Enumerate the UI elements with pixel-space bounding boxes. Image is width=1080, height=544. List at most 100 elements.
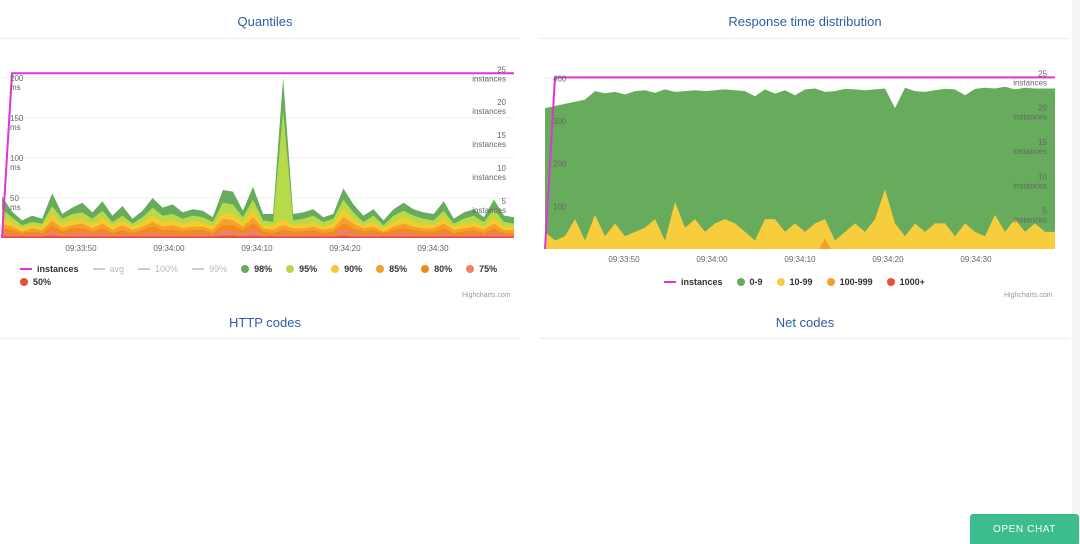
legend-dot-symbol: [736, 278, 745, 286]
legend-dot-symbol: [286, 265, 295, 273]
title-divider: [540, 338, 1070, 339]
legend-label: instances: [681, 277, 723, 287]
x-tick-label: 09:34:00: [153, 244, 185, 253]
legend-label: 100%: [155, 264, 179, 274]
legend-dot-symbol: [776, 278, 785, 286]
legend-item[interactable]: 100%: [138, 264, 178, 274]
panel-title: HTTP codes: [228, 315, 301, 330]
y-tick-label: 200 ms: [10, 74, 24, 92]
y2-tick-label: 10 instances: [472, 164, 506, 182]
instances-line: [544, 76, 1055, 250]
series-area-1099: [545, 189, 1055, 249]
page-scrollbar[interactable]: [1072, 0, 1080, 541]
title-divider: [540, 38, 1070, 39]
legend-label: 99%: [209, 264, 228, 274]
legend-dot-symbol: [20, 278, 28, 286]
legend-line-symbol: [20, 268, 32, 270]
panel-title: Quantiles: [237, 14, 293, 29]
series-area-09: [545, 86, 1055, 249]
legend-label: 80%: [434, 264, 453, 274]
panel-title: Net codes: [775, 315, 835, 330]
open-chat-button[interactable]: OPEN CHAT: [970, 514, 1079, 544]
legend-line-symbol: [192, 268, 205, 270]
legend-line-symbol: [664, 281, 676, 283]
y2-tick-label: 25 instances: [1013, 69, 1047, 87]
y-tick-label: 200: [553, 160, 567, 169]
x-tick-label: 09:34:10: [241, 244, 273, 253]
series-spike: [819, 238, 831, 249]
legend-label: 75%: [479, 264, 498, 274]
y2-tick-label: 25 instances: [472, 65, 506, 83]
y2-tick-label: 5 instances: [1013, 207, 1047, 225]
x-tick-label: 09:33:50: [608, 255, 640, 264]
legend-item[interactable]: 100-999: [826, 277, 873, 287]
legend-item[interactable]: instances: [664, 277, 723, 287]
y2-tick-label: 15 instances: [472, 131, 506, 149]
legend-dot-symbol: [886, 278, 895, 286]
legend-item[interactable]: 1000+: [886, 277, 925, 287]
x-tick-label: 09:34:20: [872, 255, 904, 264]
legend-label: 1000+: [899, 277, 925, 287]
legend-item[interactable]: 80%: [421, 264, 452, 274]
quantiles-legend: instances avg 100% 99% 98% 95% 90% 85% 80% 75% 50%: [20, 264, 510, 287]
legend-label: avg: [109, 264, 125, 274]
y-tick-label: 150 ms: [10, 114, 24, 132]
y-tick-label: 300: [553, 117, 567, 126]
x-tick-label: 09:34:30: [417, 244, 449, 253]
legend-item[interactable]: 0-9: [736, 277, 763, 287]
legend-label: 50%: [33, 277, 52, 287]
legend-item[interactable]: 50%: [20, 277, 51, 287]
legend-dot-symbol: [241, 265, 250, 273]
legend-label: 90%: [344, 264, 363, 274]
http-codes-chart: 1002003004005instances10instances15insta…: [0, 310, 530, 541]
y2-tick-label: 5 instances: [472, 197, 506, 215]
highcharts-credit[interactable]: Highcharts.com: [462, 292, 511, 299]
legend-dot-symbol: [331, 265, 340, 273]
title-divider: [0, 338, 520, 339]
y-tick-label: 100 ms: [10, 154, 24, 172]
quantiles-chart: 50 ms 100 ms 150 ms 200 ms 5 instances 10 instances…: [1, 65, 514, 253]
legend-line-symbol: [138, 268, 151, 270]
legend-label: 0-9: [749, 277, 763, 287]
http-codes-panel: HTTP codes 1002003004005instances10insta…: [0, 310, 530, 541]
title-divider: [0, 38, 520, 39]
x-tick-label: 09:34:20: [329, 244, 361, 253]
y2-tick-label: 20 instances: [472, 98, 506, 116]
legend-line-symbol: [92, 268, 105, 270]
legend-label: 95%: [299, 264, 318, 274]
y-tick-label: 50 ms: [10, 194, 21, 212]
legend-item[interactable]: 85%: [376, 264, 407, 274]
x-tick-label: 09:33:50: [65, 244, 97, 253]
legend-dot-symbol: [466, 265, 475, 273]
legend-item[interactable]: instances: [20, 264, 79, 274]
net-codes-chart: 1002003004005instances10instances15insta…: [540, 310, 1070, 541]
legend-label: instances: [37, 264, 79, 274]
series-area-75: [2, 228, 514, 238]
legend-item[interactable]: 75%: [466, 264, 497, 274]
response-time-legend: instances 0-9 10-99 100-999 1000+: [664, 277, 1064, 287]
legend-item[interactable]: 98%: [241, 264, 272, 274]
x-tick-label: 09:34:00: [696, 255, 728, 264]
legend-dot-symbol: [826, 278, 835, 286]
y-tick-label: 400: [553, 74, 567, 83]
legend-item[interactable]: 90%: [331, 264, 362, 274]
x-tick-label: 09:34:10: [784, 255, 816, 264]
legend-item[interactable]: 95%: [286, 264, 317, 274]
legend-label: 98%: [254, 264, 273, 274]
legend-label: 85%: [389, 264, 408, 274]
legend-item[interactable]: 10-99: [776, 277, 813, 287]
legend-dot-symbol: [376, 265, 385, 273]
highcharts-credit[interactable]: Highcharts.com: [1004, 292, 1053, 299]
y2-tick-label: 20 instances: [1013, 104, 1047, 122]
legend-item[interactable]: 99%: [192, 264, 227, 274]
instances-line: [1, 72, 514, 239]
quantiles-panel: Quantiles 50 ms 100 ms 150 ms 200 ms 5 instances 1…: [0, 0, 530, 310]
series-area-50: [2, 235, 514, 238]
legend-dot-symbol: [421, 265, 430, 273]
legend-label: 100-999: [839, 277, 873, 287]
y2-tick-label: 15 instances: [1013, 138, 1047, 156]
legend-label: 10-99: [789, 277, 813, 287]
x-tick-label: 09:34:30: [960, 255, 992, 264]
legend-item[interactable]: avg: [92, 264, 125, 274]
net-codes-panel: Net codes 1002003004005instances10instan…: [540, 310, 1070, 541]
